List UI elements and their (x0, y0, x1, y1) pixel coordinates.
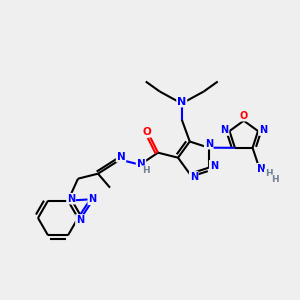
Text: N: N (177, 97, 186, 106)
Text: N: N (76, 215, 84, 225)
Text: N: N (257, 164, 266, 174)
Text: O: O (142, 127, 152, 137)
Text: N: N (220, 125, 229, 135)
Text: N: N (190, 172, 198, 182)
Text: N: N (136, 159, 146, 169)
Text: O: O (240, 111, 248, 121)
Text: N: N (205, 139, 213, 149)
Text: H: H (265, 169, 272, 178)
Text: H: H (142, 166, 150, 175)
Text: N: N (210, 161, 218, 171)
Text: N: N (259, 125, 267, 135)
Text: N: N (67, 194, 75, 204)
Text: N: N (117, 152, 125, 162)
Text: H: H (271, 175, 278, 184)
Text: N: N (88, 194, 96, 204)
